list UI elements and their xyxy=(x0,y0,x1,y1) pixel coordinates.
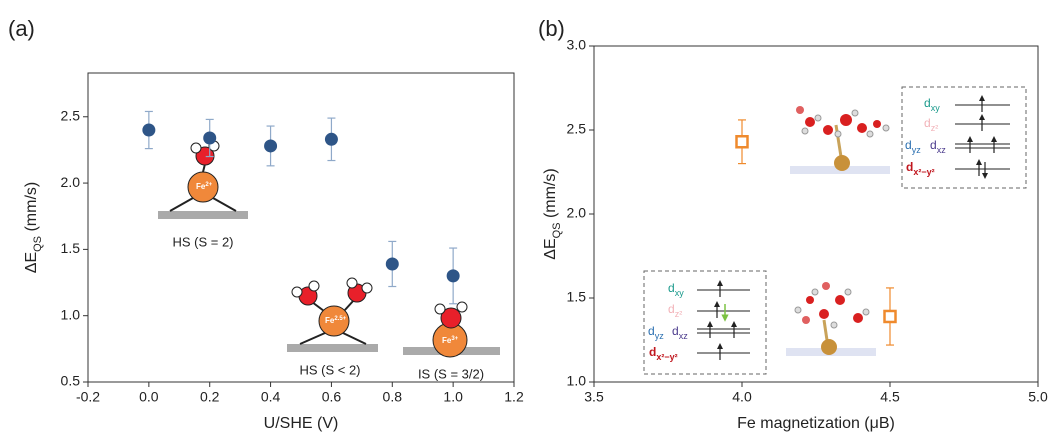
y-tick-label: 2.5 xyxy=(567,121,587,137)
orbital: d xyxy=(668,281,675,295)
orbital-sub: z² xyxy=(675,309,683,319)
ion-label: Fe xyxy=(442,336,452,345)
svg-text:dxy: dxy xyxy=(668,281,684,298)
annotation: HS (S < 2) xyxy=(299,362,360,377)
orbital: d xyxy=(906,160,913,174)
orbital-sub: x²−y² xyxy=(656,352,677,362)
orbital: d xyxy=(672,324,679,338)
svg-text:dxz: dxz xyxy=(930,138,946,155)
orbital-sub: z² xyxy=(931,123,939,133)
orbital-sub: x²−y² xyxy=(913,167,934,177)
ion-charge: 3+ xyxy=(451,336,458,342)
panel-label: (a) xyxy=(8,16,35,41)
ion-label: Fe xyxy=(196,182,206,191)
y-tick-label: 1.0 xyxy=(567,373,587,389)
y-axis-label-main: ΔE xyxy=(542,238,559,259)
orbital-inset: dxy dz² dyz dxz dx²−y² xyxy=(643,270,767,375)
annotation: IS (S = 3/2) xyxy=(418,366,484,381)
orbital-inset: dxy dz² dyz dxz dx²−y² xyxy=(901,86,1027,189)
svg-text:dyz: dyz xyxy=(905,138,921,155)
orbital: d xyxy=(649,345,656,359)
svg-text:dxy: dxy xyxy=(924,96,940,113)
y-tick-label: 2.0 xyxy=(567,205,587,221)
orbital-sub: xz xyxy=(937,145,947,155)
axes: 3.5 4.0 4.5 5.0 1.0 1.5 2.0 2.5 3.0 Fe magnetizat… xyxy=(538,16,1048,432)
x-tick-label: 0.8 xyxy=(383,389,403,405)
orbital-sub: xy xyxy=(675,288,685,298)
x-axis-label: U/SHE (V) xyxy=(264,415,339,432)
orbital: d xyxy=(905,138,912,152)
schematic-is: Fe3+ IS (S = 3/2) xyxy=(403,301,500,381)
marker xyxy=(735,135,749,149)
axes: -0.2 0.0 0.2 0.4 0.6 0.8 1.0 1.2 0.5 1.0 1.5 2.0 2.5… xyxy=(8,16,524,432)
x-tick-label: 0.2 xyxy=(200,389,220,405)
marker xyxy=(142,123,156,137)
y-axis-label-sub: QS xyxy=(551,222,563,238)
svg-text:dx²−y²: dx²−y² xyxy=(649,345,678,362)
svg-text:Fe2.5+: Fe2.5+ xyxy=(325,316,347,326)
schematic-hs2: Fe2+ HS (S = 2) xyxy=(158,140,248,249)
orbital-sub: xz xyxy=(679,331,689,341)
x-tick-label: 1.0 xyxy=(443,389,463,405)
marker xyxy=(446,269,460,283)
molecule-render-lower xyxy=(786,282,876,356)
molecule-render-upper xyxy=(790,106,890,174)
x-tick-label: -0.2 xyxy=(76,389,100,405)
y-axis-label: ΔEQS (mm/s) xyxy=(542,168,563,259)
x-tick-label: 5.0 xyxy=(1028,389,1048,405)
y-tick-label: 1.5 xyxy=(567,289,587,305)
svg-text:Fe2+: Fe2+ xyxy=(196,182,213,192)
annotation: HS (S = 2) xyxy=(172,234,233,249)
x-tick-label: 0.6 xyxy=(322,389,342,405)
x-tick-label: 1.2 xyxy=(504,389,524,405)
schematic-hs-lt2: Fe2.5+ HS (S < 2) xyxy=(287,277,378,377)
y-axis-label-rest: (mm/s) xyxy=(542,168,559,222)
y-tick-label: 3.0 xyxy=(567,37,587,53)
y-axis-label-main: ΔE xyxy=(23,252,40,273)
orbital-sub: yz xyxy=(655,331,665,341)
orbital-sub: xy xyxy=(931,103,941,113)
marker xyxy=(264,139,278,153)
marker xyxy=(324,132,338,146)
y-tick-label: 0.5 xyxy=(61,373,81,389)
svg-text:dxz: dxz xyxy=(672,324,688,341)
orbital: d xyxy=(924,96,931,110)
plot-frame xyxy=(87,72,515,383)
x-tick-label: 0.4 xyxy=(261,389,281,405)
y-axis-label: ΔEQS (mm/s) xyxy=(23,182,44,273)
x-tick-label: 4.5 xyxy=(880,389,900,405)
orbital: d xyxy=(924,116,931,130)
orbital: d xyxy=(648,324,655,338)
svg-text:dyz: dyz xyxy=(648,324,664,341)
orbital: d xyxy=(668,302,675,316)
svg-text:dx²−y²: dx²−y² xyxy=(906,160,935,177)
ion-charge: 2+ xyxy=(205,182,212,188)
marker xyxy=(385,257,399,271)
ion-label: Fe xyxy=(325,316,335,325)
y-tick-label: 1.5 xyxy=(61,240,81,256)
marker xyxy=(883,309,897,324)
svg-text:dz²: dz² xyxy=(668,302,682,319)
ion-charge: 2.5+ xyxy=(334,316,346,322)
y-tick-label: 2.0 xyxy=(61,174,81,190)
svg-text:Fe3+: Fe3+ xyxy=(442,336,459,346)
panel-label: (b) xyxy=(538,16,565,41)
x-axis-label: Fe magnetization (μB) xyxy=(737,415,895,432)
x-tick-label: 3.5 xyxy=(584,389,604,405)
orbital-sub: yz xyxy=(912,145,922,155)
svg-text:dz²: dz² xyxy=(924,116,938,133)
y-tick-label: 2.5 xyxy=(61,107,81,123)
x-tick-label: 4.0 xyxy=(732,389,752,405)
y-axis-label-sub: QS xyxy=(32,236,44,252)
y-axis-label-rest: (mm/s) xyxy=(23,182,40,236)
x-tick-label: 0.0 xyxy=(139,389,159,405)
marker xyxy=(203,131,217,145)
orbital: d xyxy=(930,138,937,152)
y-tick-label: 1.0 xyxy=(61,306,81,322)
